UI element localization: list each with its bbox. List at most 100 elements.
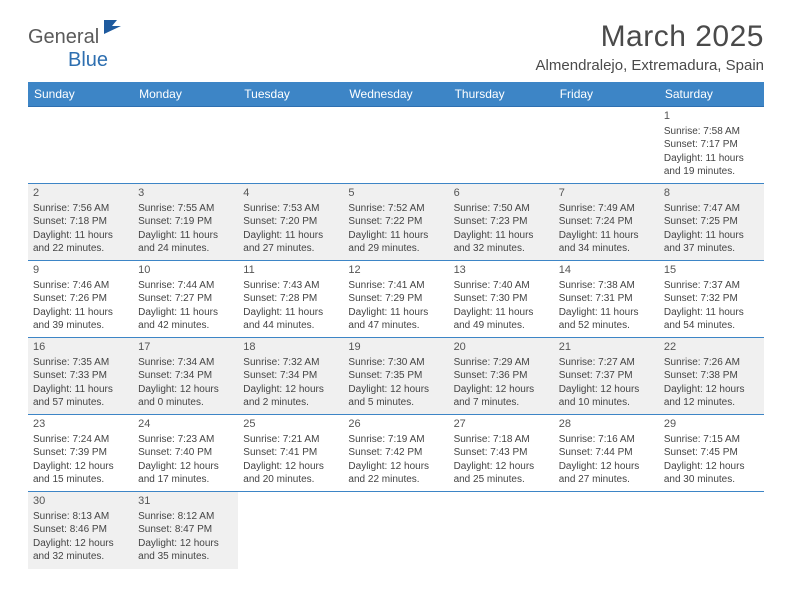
daylight-line-1: Daylight: 12 hours [454,383,549,397]
sunset-line: Sunset: 7:20 PM [243,215,338,229]
empty-cell [238,107,343,184]
sunrise-line: Sunrise: 7:16 AM [559,433,654,447]
day-cell: 30Sunrise: 8:13 AMSunset: 8:46 PMDayligh… [28,492,133,569]
day-number: 16 [33,340,128,355]
day-number: 22 [664,340,759,355]
day-number: 23 [33,417,128,432]
daylight-line-1: Daylight: 12 hours [454,460,549,474]
sunrise-line: Sunrise: 8:12 AM [138,510,233,524]
sunset-line: Sunset: 7:34 PM [243,369,338,383]
daylight-line-2: and 25 minutes. [454,473,549,487]
sunrise-line: Sunrise: 7:32 AM [243,356,338,370]
empty-cell [449,492,554,569]
sunrise-line: Sunrise: 7:44 AM [138,279,233,293]
sunrise-line: Sunrise: 7:56 AM [33,202,128,216]
day-number: 21 [559,340,654,355]
empty-cell [343,107,448,184]
sunset-line: Sunset: 7:43 PM [454,446,549,460]
sunrise-line: Sunrise: 7:18 AM [454,433,549,447]
day-header-row: SundayMondayTuesdayWednesdayThursdayFrid… [28,82,764,107]
sunrise-line: Sunrise: 7:35 AM [33,356,128,370]
day-number: 29 [664,417,759,432]
daylight-line-2: and 30 minutes. [664,473,759,487]
daylight-line-1: Daylight: 11 hours [454,229,549,243]
daylight-line-1: Daylight: 12 hours [138,383,233,397]
daylight-line-1: Daylight: 12 hours [33,460,128,474]
daylight-line-1: Daylight: 11 hours [243,229,338,243]
day-cell: 19Sunrise: 7:30 AMSunset: 7:35 PMDayligh… [343,338,448,415]
daylight-line-1: Daylight: 12 hours [664,460,759,474]
daylight-line-2: and 47 minutes. [348,319,443,333]
day-number: 11 [243,263,338,278]
day-number: 27 [454,417,549,432]
daylight-line-2: and 35 minutes. [138,550,233,564]
day-header: Thursday [449,82,554,107]
day-header: Wednesday [343,82,448,107]
day-number: 2 [33,186,128,201]
day-number: 6 [454,186,549,201]
sunset-line: Sunset: 7:40 PM [138,446,233,460]
day-number: 1 [664,109,759,124]
daylight-line-1: Daylight: 12 hours [559,460,654,474]
day-cell: 7Sunrise: 7:49 AMSunset: 7:24 PMDaylight… [554,184,659,261]
sunrise-line: Sunrise: 7:19 AM [348,433,443,447]
sunset-line: Sunset: 7:28 PM [243,292,338,306]
sunset-line: Sunset: 7:44 PM [559,446,654,460]
day-number: 17 [138,340,233,355]
sunset-line: Sunset: 7:19 PM [138,215,233,229]
sunset-line: Sunset: 7:35 PM [348,369,443,383]
empty-cell [659,492,764,569]
day-number: 9 [33,263,128,278]
logo-main: General [28,26,99,48]
daylight-line-2: and 24 minutes. [138,242,233,256]
day-cell: 21Sunrise: 7:27 AMSunset: 7:37 PMDayligh… [554,338,659,415]
daylight-line-2: and 39 minutes. [33,319,128,333]
daylight-line-2: and 2 minutes. [243,396,338,410]
sunset-line: Sunset: 7:25 PM [664,215,759,229]
sunset-line: Sunset: 7:36 PM [454,369,549,383]
daylight-line-2: and 52 minutes. [559,319,654,333]
calendar-row: 9Sunrise: 7:46 AMSunset: 7:26 PMDaylight… [28,261,764,338]
logo-text: GeneralBlue [28,26,125,72]
sunrise-line: Sunrise: 7:41 AM [348,279,443,293]
day-cell: 15Sunrise: 7:37 AMSunset: 7:32 PMDayligh… [659,261,764,338]
sunrise-line: Sunrise: 7:40 AM [454,279,549,293]
day-cell: 17Sunrise: 7:34 AMSunset: 7:34 PMDayligh… [133,338,238,415]
daylight-line-1: Daylight: 11 hours [664,229,759,243]
daylight-line-2: and 20 minutes. [243,473,338,487]
day-cell: 28Sunrise: 7:16 AMSunset: 7:44 PMDayligh… [554,415,659,492]
sunrise-line: Sunrise: 7:24 AM [33,433,128,447]
day-number: 30 [33,494,128,509]
day-cell: 11Sunrise: 7:43 AMSunset: 7:28 PMDayligh… [238,261,343,338]
daylight-line-2: and 29 minutes. [348,242,443,256]
day-cell: 16Sunrise: 7:35 AMSunset: 7:33 PMDayligh… [28,338,133,415]
daylight-line-2: and 7 minutes. [454,396,549,410]
daylight-line-2: and 22 minutes. [33,242,128,256]
daylight-line-2: and 57 minutes. [33,396,128,410]
daylight-line-1: Daylight: 11 hours [664,306,759,320]
daylight-line-1: Daylight: 12 hours [138,460,233,474]
day-cell: 23Sunrise: 7:24 AMSunset: 7:39 PMDayligh… [28,415,133,492]
empty-cell [238,492,343,569]
sunset-line: Sunset: 7:32 PM [664,292,759,306]
daylight-line-2: and 0 minutes. [138,396,233,410]
sunrise-line: Sunrise: 8:13 AM [33,510,128,524]
day-number: 3 [138,186,233,201]
sunrise-line: Sunrise: 7:46 AM [33,279,128,293]
day-number: 26 [348,417,443,432]
empty-cell [28,107,133,184]
day-cell: 25Sunrise: 7:21 AMSunset: 7:41 PMDayligh… [238,415,343,492]
day-number: 10 [138,263,233,278]
daylight-line-1: Daylight: 12 hours [138,537,233,551]
sunset-line: Sunset: 7:34 PM [138,369,233,383]
day-cell: 6Sunrise: 7:50 AMSunset: 7:23 PMDaylight… [449,184,554,261]
daylight-line-1: Daylight: 12 hours [664,383,759,397]
day-cell: 22Sunrise: 7:26 AMSunset: 7:38 PMDayligh… [659,338,764,415]
daylight-line-1: Daylight: 11 hours [348,306,443,320]
day-cell: 12Sunrise: 7:41 AMSunset: 7:29 PMDayligh… [343,261,448,338]
daylight-line-2: and 44 minutes. [243,319,338,333]
daylight-line-1: Daylight: 11 hours [243,306,338,320]
sunrise-line: Sunrise: 7:34 AM [138,356,233,370]
day-cell: 5Sunrise: 7:52 AMSunset: 7:22 PMDaylight… [343,184,448,261]
flag-icon [103,18,125,41]
